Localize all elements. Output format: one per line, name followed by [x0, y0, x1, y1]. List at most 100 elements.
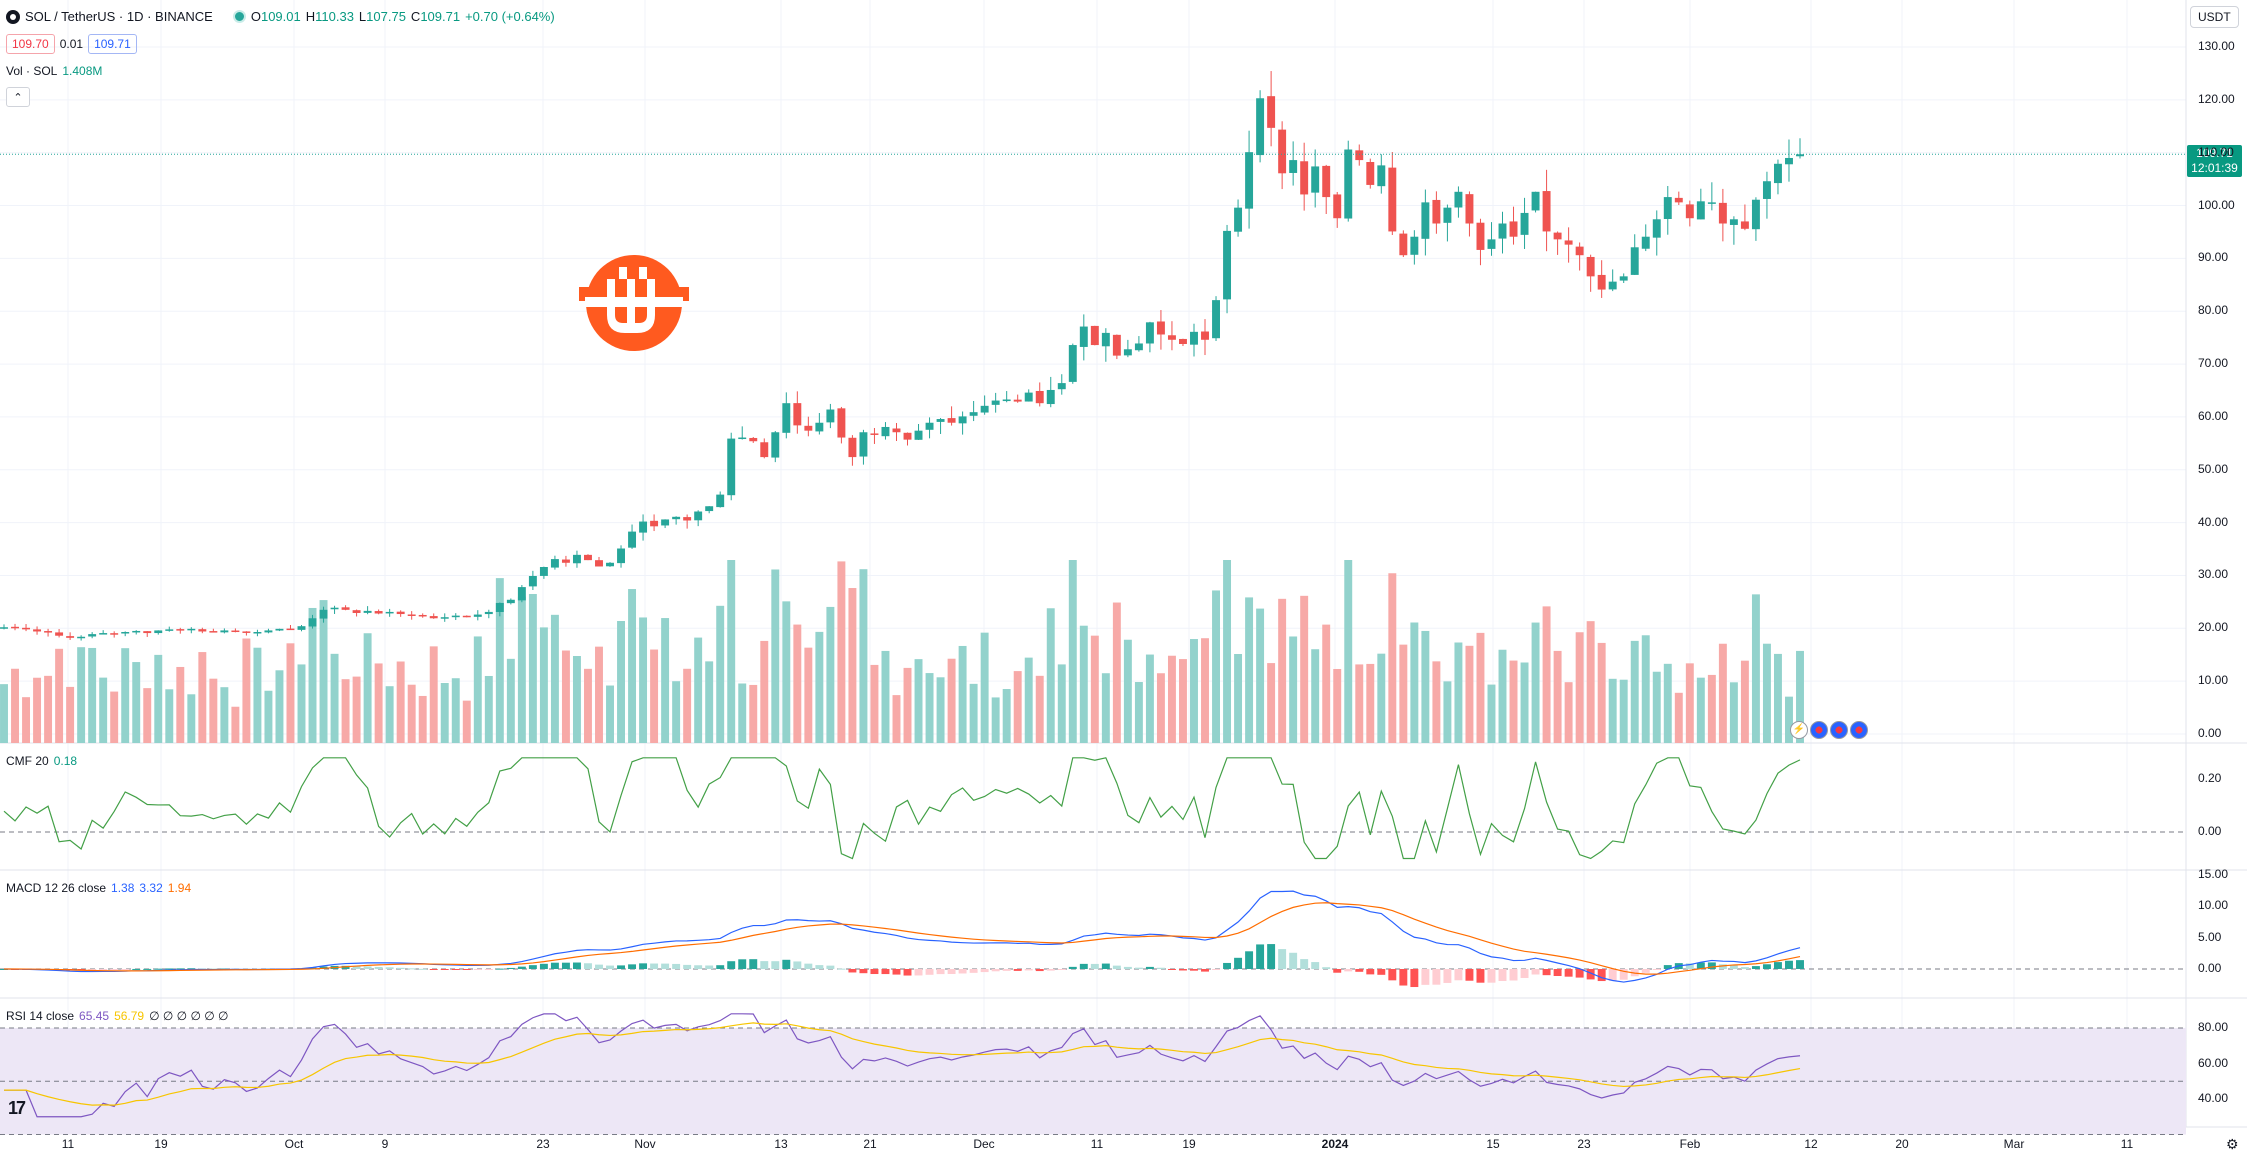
collapse-legend-button[interactable]: ⌃ [6, 87, 30, 107]
candle-body [561, 559, 570, 563]
candle-body [55, 632, 64, 636]
macd-histogram-bar [1002, 969, 1011, 971]
candle-body [374, 611, 383, 614]
candle-body [1575, 246, 1584, 256]
time-axis-label: 13 [774, 1137, 788, 1151]
macd-label: MACD 12 26 close [6, 881, 107, 895]
us-flag-icon[interactable]: . [1810, 721, 1828, 739]
macd-histogram-bar [881, 969, 890, 975]
volume-bar [639, 617, 648, 743]
candle-body [760, 442, 769, 458]
candle-body [1311, 166, 1320, 193]
volume-bar [1454, 642, 1463, 743]
time-axis-label: 23 [1577, 1137, 1591, 1151]
macd-legend[interactable]: MACD 12 26 close 1.38 3.32 1.94 [6, 881, 191, 895]
candle-body [617, 548, 625, 564]
macd-histogram-bar [1145, 966, 1154, 969]
macd-histogram-bar [1377, 969, 1386, 975]
macd-histogram-bar [1685, 963, 1694, 969]
macd-histogram-bar [1245, 951, 1254, 969]
macd-histogram-bar [1079, 963, 1088, 969]
candle-body [1333, 194, 1342, 219]
bar-countdown: 12:01:39 [2191, 161, 2238, 175]
macd-histogram-bar [473, 969, 482, 970]
volume-bar [1101, 673, 1110, 743]
us-flag-icon[interactable]: . [1830, 721, 1848, 739]
candle-body [429, 616, 438, 619]
macd-histogram-bar [804, 963, 813, 969]
volume-bar [77, 647, 86, 743]
candle-body [1509, 221, 1518, 237]
volume-bar [165, 689, 174, 743]
candle-body [826, 409, 835, 423]
volume-bar [253, 647, 262, 743]
indicator-axis-label: 0.00 [2198, 824, 2222, 838]
symbol-title[interactable]: SOL / TetherUS · 1D · BINANCE [25, 9, 213, 24]
candle-body [991, 400, 1000, 405]
volume-bar [892, 695, 901, 743]
volume-bar [286, 643, 295, 743]
macd-histogram-bar [1112, 965, 1121, 969]
candle-body [572, 554, 581, 564]
time-axis-label: 19 [1182, 1137, 1196, 1151]
macd-histogram-bar [584, 963, 592, 969]
volume-bar [870, 664, 879, 743]
us-flag-icon[interactable]: . [1850, 721, 1868, 739]
candle-body [143, 631, 152, 634]
candle-body [1234, 207, 1243, 232]
volume-bar [815, 631, 824, 743]
macd-histogram-bar [1223, 962, 1232, 969]
rsi-legend[interactable]: RSI 14 close 65.45 56.79 ∅ ∅ ∅ ∅ ∅ ∅ [6, 1009, 229, 1023]
candle-body [1300, 161, 1309, 195]
volume-bar [121, 648, 130, 743]
volume-bar [88, 647, 97, 743]
bid-button[interactable]: 109.70 [6, 34, 55, 54]
volume-bar [1751, 594, 1760, 743]
macd-histogram-bar [1256, 944, 1265, 969]
candle-body [1785, 157, 1793, 165]
volume-bar [1179, 659, 1187, 743]
volume-bar [837, 561, 846, 743]
candle-body [606, 562, 614, 567]
candle-body [1542, 191, 1551, 232]
volume-bar [914, 659, 923, 743]
candle-body [176, 629, 185, 631]
volume-bar [694, 637, 703, 743]
volume-bar [1773, 653, 1782, 743]
macd-histogram-bar [1465, 969, 1474, 981]
candle-body [506, 599, 515, 604]
indicator-axis-label: 80.00 [2198, 1020, 2229, 1034]
macd-histogram-bar [110, 969, 119, 970]
volume-bar [572, 656, 581, 743]
candle-body [1212, 300, 1220, 339]
indicator-axis-label: 40.00 [2198, 1091, 2229, 1105]
macd-histogram-bar [837, 968, 846, 970]
volume-bar [881, 650, 890, 743]
ask-button[interactable]: 109.71 [88, 34, 137, 54]
volume-value: 1.408M [62, 64, 103, 78]
macd-histogram-bar [859, 969, 868, 974]
candle-body [749, 437, 758, 442]
volume-bar [484, 675, 493, 743]
cmf-legend[interactable]: CMF 20 0.18 [6, 754, 77, 768]
lightning-icon[interactable]: ⚡ [1790, 721, 1808, 739]
volume-bar [363, 633, 372, 743]
volume-bar [1322, 624, 1331, 743]
macd-histogram-bar [462, 969, 471, 970]
candle-body [539, 567, 548, 576]
candle-body [396, 611, 405, 615]
tradingview-logo[interactable]: 17 [8, 1098, 26, 1118]
currency-button[interactable]: USDT [2190, 6, 2239, 28]
volume-bar [738, 683, 747, 743]
volume-bar [1685, 663, 1694, 743]
macd-histogram-bar [606, 965, 614, 969]
candle-body [595, 560, 603, 567]
volume-bar [1046, 608, 1055, 743]
time-axis-label: Nov [634, 1137, 656, 1151]
price-axis-label: 40.00 [2198, 514, 2229, 529]
volume-bar [947, 658, 956, 743]
gear-icon[interactable]: ⚙ [2226, 1136, 2239, 1152]
volume-legend[interactable]: Vol · SOL 1.408M [6, 64, 102, 78]
macd-histogram-bar [947, 969, 956, 974]
